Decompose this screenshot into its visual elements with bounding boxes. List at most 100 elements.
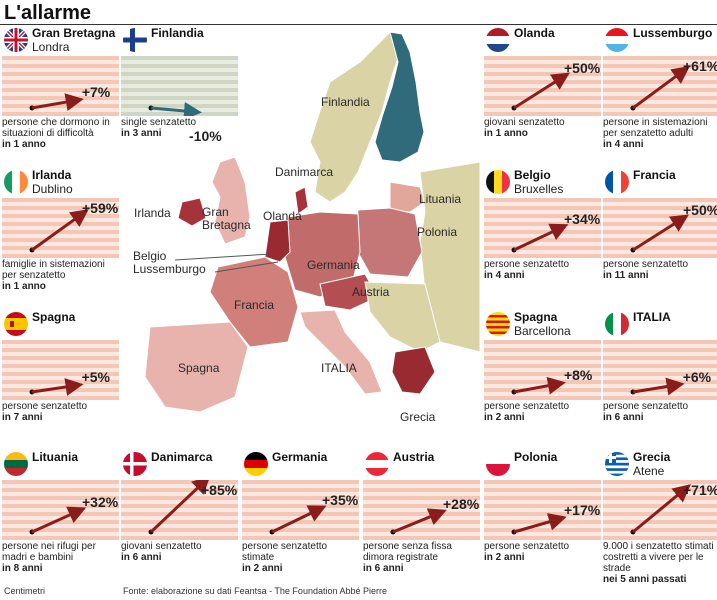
- card-desc-text: persone senzatetto: [484, 541, 570, 552]
- map-label-italia: ITALIA: [321, 361, 357, 375]
- nl-flag-icon: [486, 28, 510, 52]
- card-description: giovani senzatetto in 6 anni: [121, 541, 238, 563]
- card-de: Germania +35% persone senzatetto stimate…: [242, 450, 359, 580]
- fi-flag-icon: [123, 28, 147, 52]
- card-percent: +35%: [322, 492, 359, 509]
- card-header: Finlandia: [121, 26, 238, 56]
- card-description: persone che dormono in situazioni di dif…: [2, 117, 119, 150]
- card-desc-text: persone che dormono in situazioni di dif…: [2, 117, 110, 139]
- card-arrow-svg: [630, 377, 685, 396]
- card-arrow-svg: [630, 484, 691, 535]
- es-flag-icon: [4, 312, 28, 336]
- card-ie: Irlanda Dublino +59% famiglie in sistema…: [2, 168, 119, 298]
- card-description: persone senzatetto in 4 anni: [484, 259, 601, 281]
- de-flag-icon: [244, 452, 268, 476]
- card-percent: +7%: [81, 84, 111, 101]
- finland-shape: [374, 31, 425, 163]
- card-city-name: Dublino: [32, 182, 73, 196]
- card-percent: +71%: [683, 482, 717, 498]
- card-lt: Lituania +32% persone nei rifugi per mad…: [2, 450, 119, 580]
- card-header: Lituania: [2, 450, 119, 480]
- trend-arrow: [31, 506, 87, 534]
- card-desc-text: persone senzatetto: [603, 259, 689, 270]
- card-percent: +28%: [443, 496, 480, 513]
- austria-shape: [319, 273, 379, 311]
- card-period: in 4 anni: [484, 270, 525, 281]
- card-chart-box: [484, 56, 601, 116]
- card-be: Belgio Bruxelles +34% persone senzatetto…: [484, 168, 601, 298]
- card-period: in 4 anni: [603, 139, 644, 150]
- map-label-gran-bretagna: Gran Bretagna: [202, 205, 251, 232]
- denmark-shape: [294, 186, 309, 215]
- italy-shape: [299, 309, 383, 395]
- card-desc-text: giovani senzatetto: [484, 117, 565, 128]
- trend-arrow: [271, 505, 327, 534]
- card-nl: Olanda +50% giovani senzatetto in 1 anno: [484, 26, 601, 156]
- card-country-name: Polonia: [514, 450, 558, 464]
- card-chart-box: [2, 56, 119, 116]
- card-header: Olanda: [484, 26, 601, 56]
- card-it: ITALIA +6% persone senzatetto in 6 anni: [603, 310, 717, 440]
- gb-flag-icon: [4, 28, 28, 52]
- uk-shape: [211, 156, 251, 245]
- be-flag-icon: [486, 170, 510, 194]
- card-arrow-svg: [511, 223, 569, 253]
- card-arrow-svg: [269, 505, 327, 535]
- belgio-pointer: [174, 253, 271, 261]
- at-flag-icon: [365, 452, 389, 476]
- card-period: nei 5 anni passati: [603, 574, 687, 585]
- card-desc-text: persone senzatetto: [603, 401, 689, 412]
- card-fi: Finlandia -10% single senzatetto in 3 an…: [121, 26, 238, 156]
- card-arrow-svg: [630, 65, 691, 111]
- map-label-polonia: Polonia: [417, 225, 458, 239]
- card-chart-box: [2, 340, 119, 400]
- card-chart-box: [121, 480, 238, 540]
- card-desc-text: giovani senzatetto: [121, 541, 202, 552]
- card-arrow-svg: [148, 480, 211, 535]
- map-label-lussemburgo: Lussemburgo: [133, 262, 206, 276]
- card-chart-box: [603, 56, 717, 116]
- map-label-lituania: Lituania: [419, 192, 462, 206]
- card-header: Spagna: [2, 310, 119, 340]
- card-header: Austria: [363, 450, 480, 480]
- trend-arrow: [513, 72, 570, 110]
- card-chart-box: [2, 480, 119, 540]
- card-chart-box: [363, 480, 480, 540]
- map-label-irlanda: Irlanda: [134, 206, 171, 220]
- card-percent: +59%: [82, 200, 119, 216]
- card-desc-text: famiglie in sistemazioni per senzatetto: [2, 259, 105, 281]
- trend-arrow: [632, 377, 685, 396]
- card-desc-text: persone senzatetto: [484, 259, 570, 270]
- card-header: Danimarca: [121, 450, 238, 480]
- lu-flag-icon: [605, 28, 629, 52]
- card-gr: Grecia Atene +71% 9.000 i senzatetto sti…: [603, 450, 717, 585]
- card-country-name: Spagna: [514, 310, 558, 324]
- baltics-shape: [389, 181, 426, 213]
- card-chart-box: [2, 198, 119, 258]
- trend-arrow: [31, 209, 89, 252]
- card-chart-box: [242, 480, 359, 540]
- card-percent: +6%: [682, 368, 712, 385]
- card-country-name: Olanda: [514, 26, 555, 40]
- card-description: persone senzatetto stimate in 2 anni: [242, 541, 359, 574]
- card-desc-text: 9.000 i senzatetto stimati costretti a v…: [603, 541, 714, 574]
- map-label-belgio: Belgio: [133, 249, 167, 263]
- card-percent: +85%: [201, 482, 238, 498]
- footer-credit: Centimetri: [4, 586, 46, 596]
- card-es_bcn: Spagna Barcellona +8% persone senzatetto…: [484, 310, 601, 440]
- card-percent: +32%: [82, 493, 119, 510]
- card-chart-box: [603, 198, 717, 258]
- card-header: Gran Bretagna Londra: [2, 26, 119, 56]
- card-header: Irlanda Dublino: [2, 168, 119, 198]
- card-chart-box: [484, 340, 601, 400]
- card-percent: +34%: [564, 210, 601, 227]
- card-arrow-svg: [511, 376, 566, 395]
- card-description: persone nei rifugi per madri e bambini i…: [2, 541, 119, 574]
- card-at: Austria +28% persone senza fissa dimora …: [363, 450, 480, 580]
- card-country-name: Francia: [633, 168, 676, 182]
- card-period: in 2 anni: [242, 563, 283, 574]
- card-header: Francia: [603, 168, 717, 198]
- card-description: persone senza fissa dimora registrate in…: [363, 541, 480, 574]
- card-arrow-svg: [29, 506, 87, 535]
- card-chart-box: [484, 480, 601, 540]
